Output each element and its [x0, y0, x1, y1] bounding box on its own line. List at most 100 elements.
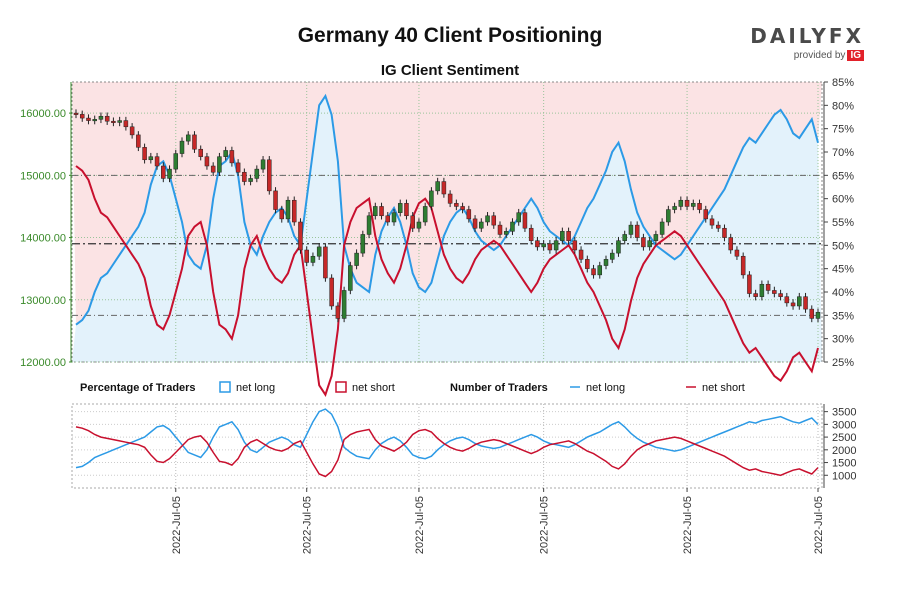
candle-body	[192, 134, 197, 150]
legend-num-long-label: net long	[586, 382, 625, 394]
candle-body	[429, 190, 434, 207]
candle-body	[454, 203, 459, 207]
candle-body	[678, 199, 684, 207]
pct-tick-label: 35%	[832, 310, 854, 322]
candle-body	[117, 120, 122, 123]
pct-tick-label: 65%	[832, 170, 854, 182]
candle-body	[691, 203, 696, 207]
candle-body	[98, 115, 104, 120]
pct-tick-label: 55%	[832, 217, 854, 229]
pct-tick-label: 75%	[832, 124, 854, 136]
candle-body	[547, 243, 553, 251]
num-tick-label: 2000	[832, 445, 856, 457]
candle-body	[298, 221, 303, 251]
x-tick-label: 2022-Jul-05	[539, 496, 551, 554]
candle-body	[435, 181, 440, 192]
candle-body	[285, 199, 291, 220]
price-tick-label: 13000.00	[20, 295, 66, 307]
ig-logo: IG	[847, 50, 864, 61]
candle-body	[267, 159, 272, 192]
candle-body	[809, 308, 815, 319]
candle-body	[740, 255, 746, 276]
candle-body	[709, 218, 715, 226]
brand-logo: DAILYFX provided by IG	[750, 24, 864, 61]
candle-body	[217, 156, 222, 173]
candle-body	[715, 224, 721, 229]
candle-body	[335, 305, 341, 319]
legend-pct-long-label: net long	[236, 382, 275, 394]
net-short-area	[72, 82, 822, 325]
candle-body	[566, 231, 571, 241]
pct-tick-label: 30%	[832, 334, 854, 346]
candle-body	[697, 203, 702, 210]
candle-body	[73, 112, 79, 115]
candle-body	[535, 240, 540, 248]
candle-body	[79, 114, 85, 119]
candle-body	[684, 199, 690, 207]
bottom-frame	[71, 403, 823, 489]
price-tick-label: 12000.00	[20, 357, 66, 369]
candle-body	[129, 126, 135, 136]
candle-body	[235, 162, 241, 173]
candle-body	[422, 206, 428, 223]
candle-body	[815, 311, 821, 319]
x-tick-label: 2022-Jul-05	[302, 496, 314, 554]
num-tick-label: 1000	[832, 470, 856, 482]
legend-num-short-label: net short	[702, 382, 745, 394]
legend-pct-long-swatch	[219, 381, 231, 393]
candle-body	[628, 224, 634, 235]
pct-tick-label: 60%	[832, 194, 854, 206]
pct-tick-label: 40%	[832, 287, 854, 299]
num-tick-label: 3500	[832, 407, 856, 419]
candle-body	[179, 140, 185, 154]
candle-body	[260, 159, 266, 170]
num-tick-label: 3000	[832, 419, 856, 431]
legend-num-title: Number of Traders	[450, 382, 548, 394]
candle-body	[485, 215, 490, 223]
candle-body	[348, 265, 353, 291]
candle-body	[391, 212, 397, 223]
candle-body	[341, 290, 347, 319]
brand-name: DAILYFX	[750, 24, 864, 48]
candle-body	[310, 255, 316, 263]
candle-body	[622, 234, 627, 241]
net-short-count-line	[75, 426, 819, 478]
candle-body	[273, 190, 278, 210]
candle-body	[279, 209, 285, 220]
candle-body	[585, 259, 590, 269]
candle-body	[472, 218, 478, 229]
legend-pct-title: Percentage of Traders	[80, 382, 196, 394]
candle-body	[572, 240, 578, 251]
x-tick-label: 2022-Jul-05	[813, 496, 825, 554]
pct-tick-label: 50%	[832, 240, 854, 252]
candle-body	[248, 178, 253, 182]
candle-body	[597, 265, 603, 276]
candle-body	[778, 293, 783, 297]
candle-body	[578, 249, 584, 260]
net-long-pct-line	[75, 93, 819, 326]
candle-body	[323, 246, 328, 279]
candle-body	[653, 234, 659, 241]
candle-body	[104, 115, 110, 122]
price-tick-label: 14000.00	[20, 233, 66, 245]
candle-body	[641, 237, 646, 248]
pct-tick-label: 80%	[832, 100, 854, 112]
pct-tick-label: 25%	[832, 357, 854, 369]
candle-body	[304, 249, 309, 263]
candle-body	[772, 290, 777, 294]
num-tick-label: 1500	[832, 458, 856, 470]
legend-pct-short-swatch	[335, 381, 347, 393]
candle-body	[466, 209, 472, 220]
candle-body	[397, 203, 403, 213]
price-tick-label: 16000.00	[20, 108, 66, 120]
candle-body	[416, 221, 422, 229]
candle-body	[354, 252, 359, 266]
candle-body	[603, 259, 609, 266]
chart-title: Germany 40 Client Positioning	[297, 24, 603, 47]
candle-body	[784, 296, 790, 304]
candle-body	[703, 209, 709, 220]
candle-body	[204, 156, 210, 167]
candle-body	[173, 153, 179, 170]
candle-body	[111, 120, 116, 123]
